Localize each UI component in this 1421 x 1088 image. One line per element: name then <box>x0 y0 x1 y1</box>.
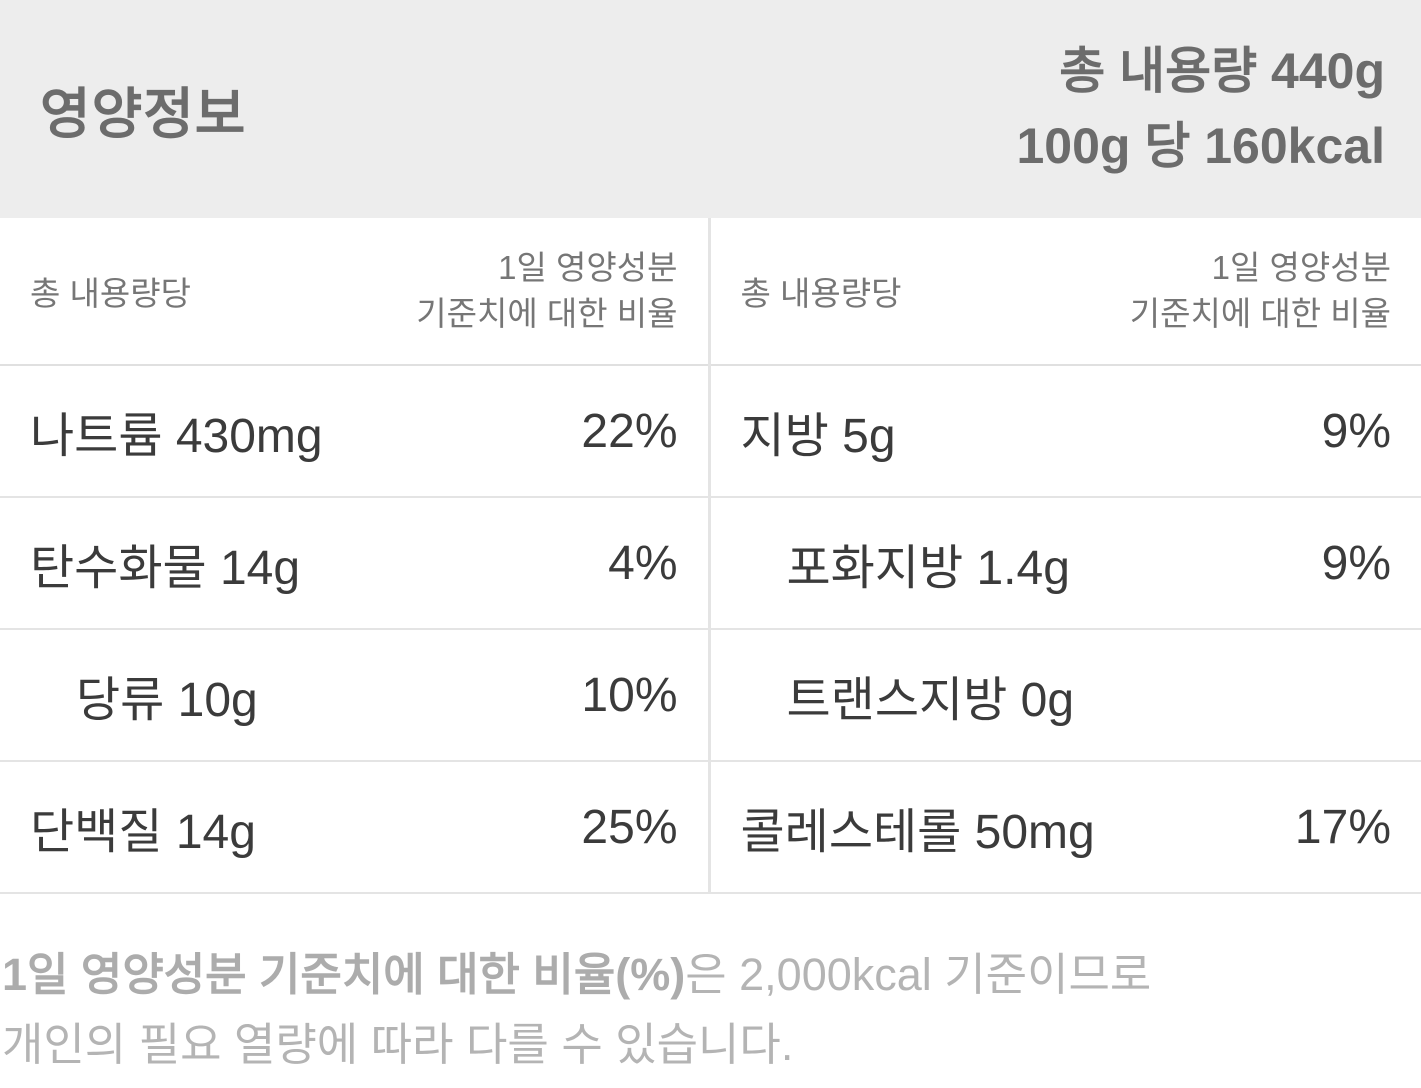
serving-summary: 총 내용량 440g 100g 당 160kcal <box>1017 34 1386 184</box>
footnote-line2: 개인의 필요 열량에 따라 다를 수 있습니다. <box>2 1018 794 1070</box>
nutrient-percent: 22% <box>581 404 678 458</box>
nutrition-table: 총 내용량당 1일 영양성분 기준치에 대한 비율 나트륨 430mg 22% … <box>0 218 1421 894</box>
nutrient-name: 나트륨 430mg <box>30 410 323 463</box>
daily-value-header-line2: 기준치에 대한 비율 <box>1129 295 1391 332</box>
nutrient-row-protein: 단백질 14g 25% <box>0 762 708 894</box>
nutrition-info-title: 영양정보 <box>40 83 247 145</box>
nutrient-percent: 4% <box>608 536 678 590</box>
daily-value-header-label: 1일 영양성분 기준치에 대한 비율 <box>1130 245 1391 337</box>
nutrient-row-sugars: 당류 10g 10% <box>0 630 708 762</box>
nutrient-percent: 9% <box>1321 536 1391 590</box>
nutrient-row-saturated-fat: 포화지방 1.4g 9% <box>710 498 1421 630</box>
panel-header: 영양정보 총 내용량 440g 100g 당 160kcal <box>0 0 1421 218</box>
nutrient-row-sodium: 나트륨 430mg 22% <box>0 366 708 498</box>
nutrient-name: 단백질 14g <box>30 806 256 859</box>
daily-value-header-line2: 기준치에 대한 비율 <box>416 295 678 332</box>
footnote-emphasis: 1일 영양성분 기준치에 대한 비율(%) <box>2 949 686 1000</box>
nutrient-name: 지방 5g <box>740 410 896 463</box>
nutrient-percent: 10% <box>581 668 678 722</box>
daily-value-footnote: 1일 영양성분 기준치에 대한 비율(%)은 2,000kcal 기준이므로 개… <box>0 894 1421 1080</box>
serving-header-label: 총 내용량당 <box>30 275 191 312</box>
nutrient-name: 콜레스테롤 50mg <box>740 806 1095 859</box>
column-header-right: 총 내용량당 1일 영양성분 기준치에 대한 비율 <box>710 218 1421 366</box>
per-amount-calories-label: 100g 당 160kcal <box>1016 118 1386 174</box>
serving-header-label: 총 내용량당 <box>740 275 902 312</box>
daily-value-header-line1: 1일 영양성분 <box>498 248 678 286</box>
nutrient-name: 트랜스지방 0g <box>786 674 1075 727</box>
nutrient-name: 당류 10g <box>76 674 258 727</box>
column-header-left: 총 내용량당 1일 영양성분 기준치에 대한 비율 <box>0 218 708 366</box>
nutrient-row-trans-fat: 트랜스지방 0g <box>710 630 1421 762</box>
nutrient-row-carbohydrate: 탄수화물 14g 4% <box>0 498 708 630</box>
daily-value-header-label: 1일 영양성분 기준치에 대한 비율 <box>416 245 677 337</box>
footnote-rest: 은 2,000kcal 기준이므로 <box>685 949 1152 1000</box>
table-column-right: 총 내용량당 1일 영양성분 기준치에 대한 비율 지방 5g 9% 포화지방 … <box>710 218 1421 894</box>
nutrient-row-cholesterol: 콜레스테롤 50mg 17% <box>710 762 1421 894</box>
table-column-left: 총 내용량당 1일 영양성분 기준치에 대한 비율 나트륨 430mg 22% … <box>0 218 711 894</box>
nutrient-name: 탄수화물 14g <box>30 542 301 595</box>
nutrient-row-fat: 지방 5g 9% <box>710 366 1421 498</box>
nutrient-name: 포화지방 1.4g <box>786 542 1070 595</box>
nutrient-percent: 17% <box>1294 800 1391 854</box>
nutrient-percent: 25% <box>581 800 678 854</box>
nutrient-percent: 9% <box>1321 404 1391 458</box>
footnote-line1: 1일 영양성분 기준치에 대한 비율(%)은 2,000kcal 기준이므로 <box>2 940 1391 1010</box>
daily-value-header-line1: 1일 영양성분 <box>1211 248 1391 286</box>
total-amount-label: 총 내용량 440g <box>1059 43 1385 99</box>
